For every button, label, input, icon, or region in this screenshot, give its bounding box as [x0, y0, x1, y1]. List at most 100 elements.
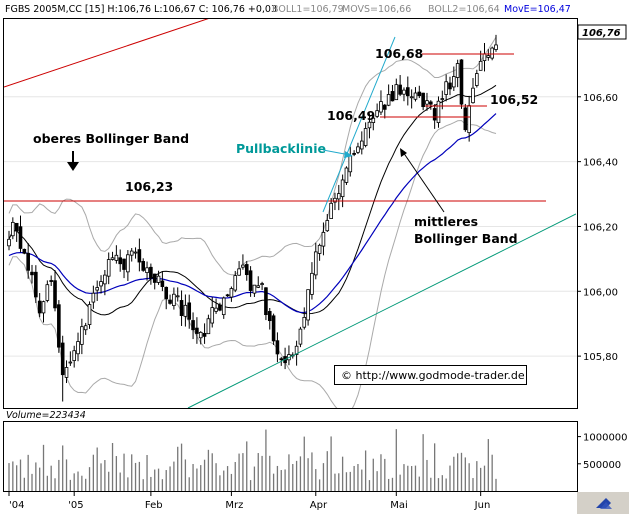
candle — [41, 300, 46, 323]
candle-body — [317, 244, 322, 254]
candle — [68, 351, 73, 366]
candle-body — [459, 59, 464, 105]
pullback-line — [322, 36, 396, 213]
candle-body — [413, 92, 418, 100]
candle — [325, 213, 330, 232]
candle-body — [68, 361, 73, 364]
candle — [152, 273, 157, 290]
candle-body — [444, 81, 448, 95]
candle — [187, 294, 192, 329]
candle — [313, 242, 318, 280]
candle — [195, 317, 199, 344]
boll2-readout: BOLL2=106,64 — [428, 4, 500, 15]
candle-body — [11, 221, 15, 237]
lower-bollinger-band — [8, 119, 497, 408]
candle-body — [110, 257, 115, 260]
candle-body — [179, 300, 184, 316]
drawn-lines — [4, 19, 576, 408]
x-tick-label: '05 — [68, 500, 83, 511]
candle-body — [279, 358, 284, 361]
candle-body — [64, 367, 69, 378]
candle — [60, 335, 65, 402]
volume-panel — [3, 421, 578, 492]
candle-body — [195, 327, 199, 334]
candle — [340, 174, 345, 208]
candle — [421, 92, 425, 111]
candle — [87, 301, 92, 329]
candle-body — [22, 248, 27, 254]
candle — [490, 46, 494, 61]
candle — [80, 318, 84, 355]
candle — [141, 258, 146, 272]
last-price-badge — [577, 24, 627, 40]
candle-body — [340, 179, 345, 198]
candle — [398, 75, 402, 97]
candle-body — [168, 299, 172, 304]
candle-body — [302, 316, 307, 328]
candle — [379, 90, 383, 116]
ema-line — [8, 113, 497, 314]
candle-body — [425, 100, 429, 105]
candle-body — [91, 292, 96, 303]
candle-body — [248, 270, 253, 291]
candle-body — [34, 271, 38, 298]
candle — [425, 92, 429, 111]
candle-body — [344, 167, 349, 183]
candle — [494, 34, 498, 52]
candle-body — [214, 307, 218, 312]
candle — [375, 103, 379, 119]
candle-body — [95, 287, 99, 291]
candle — [406, 76, 410, 106]
candle-body — [118, 257, 123, 265]
candle-body — [145, 267, 149, 274]
candle-body — [386, 94, 391, 106]
candle — [214, 298, 218, 314]
candle — [103, 270, 107, 296]
candle-body — [72, 350, 76, 361]
candle — [191, 312, 195, 340]
candle-body — [475, 73, 479, 86]
candle-body — [41, 301, 46, 314]
candle-body — [398, 84, 402, 95]
y-tick-label: 105,80 — [583, 352, 618, 363]
candle — [429, 100, 433, 110]
candle-body — [310, 272, 314, 295]
candle — [202, 323, 207, 344]
candle-body — [60, 342, 65, 376]
candle-body — [164, 286, 169, 299]
candle — [179, 290, 184, 326]
candle — [271, 313, 276, 346]
candle-body — [7, 238, 11, 247]
candle-body — [244, 264, 249, 276]
candle — [168, 294, 172, 305]
y-tick-label: 106,40 — [583, 158, 618, 169]
candle-body — [83, 325, 88, 331]
candle-body — [432, 108, 437, 121]
candle-body — [122, 258, 126, 270]
pullback-label: Pullbacklinie — [236, 141, 326, 156]
candle-body — [191, 320, 195, 331]
middle-band-arrow-head — [400, 148, 407, 157]
candle-body — [359, 140, 364, 150]
candle — [356, 142, 360, 155]
candle-body — [455, 63, 460, 78]
x-tick-label: Mai — [390, 500, 408, 511]
volume-series — [8, 429, 497, 491]
candle — [83, 322, 88, 335]
candle-body — [336, 193, 341, 200]
y-tick-label: 106,00 — [583, 287, 618, 298]
y-tick-label: 106,20 — [583, 222, 618, 233]
scroll-corner-icon[interactable] — [596, 498, 612, 509]
pullback-arrow-head — [344, 151, 353, 158]
level-label-106-68: 106,68 — [375, 46, 423, 61]
copyright-box — [334, 365, 527, 385]
candle-body — [237, 268, 241, 276]
candle-body — [233, 275, 238, 291]
candle — [221, 296, 226, 319]
candle-body — [452, 76, 456, 88]
candle-body — [76, 341, 80, 355]
candle — [164, 286, 169, 310]
top-red-line — [4, 19, 209, 88]
candle-body — [482, 53, 487, 62]
